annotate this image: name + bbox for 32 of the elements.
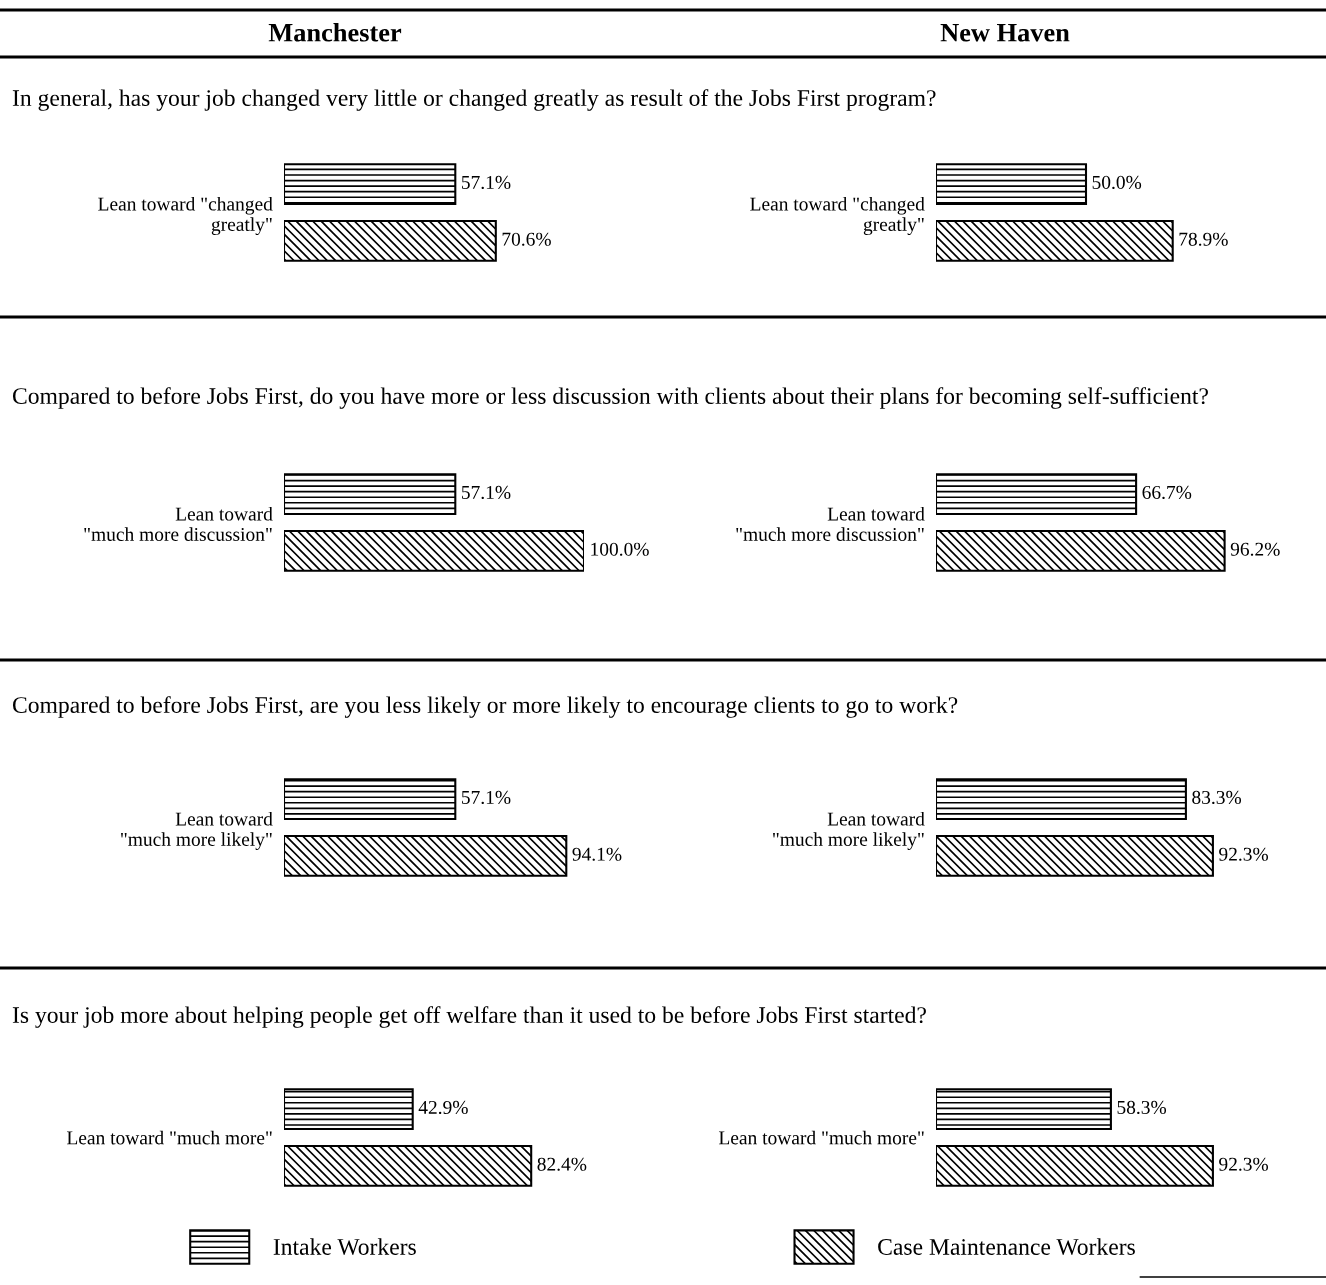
y-tick-label: Lean toward "much more" (718, 1130, 924, 1145)
y-tick-label: Lean toward "much more discussion" (736, 506, 925, 541)
chart-title: New Haven (940, 24, 1070, 42)
data-label: 57.1% (461, 485, 511, 500)
y-tick-label: Lean toward "much more discussion" (84, 506, 273, 541)
data-label: 70.6% (502, 232, 551, 246)
data-label: 82.4% (537, 1157, 587, 1171)
chart-title: Manchester (268, 23, 402, 42)
data-label: 57.1% (461, 175, 511, 190)
y-tick-label: Lean toward "much more likely" (121, 811, 273, 850)
chart-subtitle: Compared to before Jobs First, do you have more or less discussion with clients about their plans for becoming self-sufficient? (12, 387, 1208, 409)
data-label: 42.9% (418, 1100, 468, 1115)
legend-label: Intake Workers (273, 1238, 416, 1256)
data-label: 94.1% (572, 847, 622, 861)
data-label: 83.3% (1192, 790, 1242, 805)
data-label: 100.0% (591, 542, 649, 556)
data-label: 78.9% (1179, 232, 1228, 246)
chart-subtitle: In general, has your job changed very little or changed greatly as result of the Jobs First program? (12, 89, 936, 111)
y-tick-label: Lean toward "much more likely" (773, 811, 925, 850)
legend-label: Case Maintenance Workers (878, 1238, 1135, 1256)
data-label: 50.0% (1092, 175, 1142, 190)
y-tick-label: Lean toward "changed greatly" (98, 196, 273, 235)
data-label: 92.3% (1219, 1157, 1269, 1171)
data-label: 96.2% (1230, 542, 1280, 556)
chart-subtitle: Is your job more about helping people get off welfare than it used to be before Jobs First started? (12, 1006, 926, 1028)
data-label: 58.3% (1117, 1100, 1167, 1115)
data-label: 92.3% (1219, 847, 1269, 861)
data-label: 66.7% (1142, 485, 1192, 500)
chart-subtitle: Compared to before Jobs First, are you less likely or more likely to encourage clients to go to work? (12, 696, 958, 718)
y-tick-label: Lean toward "much more" (66, 1130, 272, 1145)
data-label: 57.1% (461, 790, 511, 805)
y-tick-label: Lean toward "changed greatly" (750, 196, 925, 235)
